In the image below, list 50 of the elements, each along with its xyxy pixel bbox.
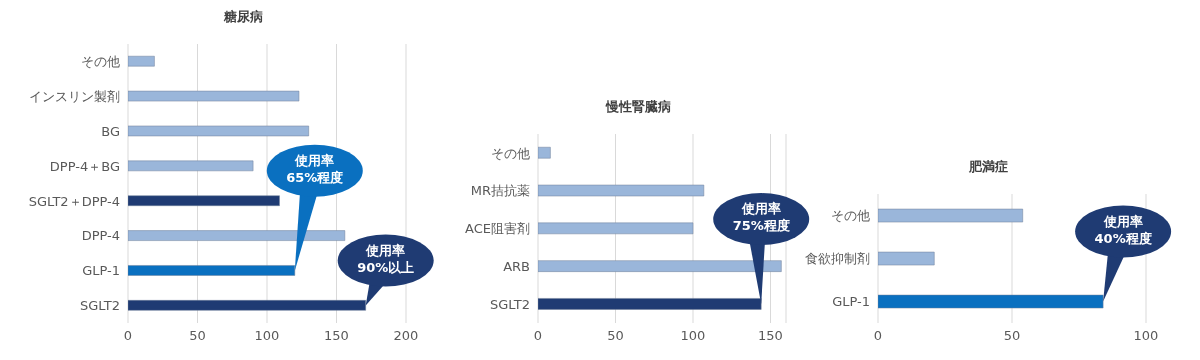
bar (538, 298, 762, 310)
x-tick-label: 100 (1133, 328, 1159, 344)
y-tick-label: その他 (491, 145, 530, 161)
y-tick-label: MR拮抗薬 (470, 183, 530, 199)
x-tick-label: 0 (533, 328, 543, 344)
x-tick-label: 50 (1003, 328, 1021, 344)
bar (878, 294, 1104, 309)
bar (128, 55, 155, 67)
x-tick-label: 200 (393, 328, 419, 344)
bar (878, 208, 1023, 223)
bar (538, 260, 782, 272)
chart-title: 糖尿病 (222, 8, 264, 26)
y-tick-label: DPP-4＋BG (49, 158, 120, 174)
x-tick-label: 150 (758, 328, 783, 344)
y-tick-label: SGLT2＋DPP-4 (28, 193, 120, 209)
y-tick-label: GLP-1 (82, 263, 120, 279)
y-tick-label: GLP-1 (832, 294, 870, 310)
bar (538, 146, 551, 159)
x-tick-label: 100 (254, 328, 280, 344)
bar (128, 230, 346, 241)
y-tick-label: その他 (831, 208, 870, 224)
bar (128, 160, 254, 172)
y-tick-label: ARB (503, 258, 530, 274)
x-tick-label: 50 (189, 328, 206, 344)
bar (538, 222, 694, 235)
y-tick-label: SGLT2 (490, 296, 530, 312)
bar (128, 125, 309, 137)
annotation: 使用率 40%程度 (1094, 213, 1152, 246)
y-tick-label: SGLT2 (80, 298, 120, 314)
y-tick-label: DPP-4 (81, 228, 120, 244)
y-tick-label: BG (101, 123, 120, 139)
y-tick-label: その他 (81, 54, 120, 70)
y-tick-label: 食欲抑制剤 (805, 251, 870, 267)
x-tick-label: 0 (123, 328, 133, 344)
annotation: 使用率 75%程度 (732, 201, 790, 234)
x-tick-label: 50 (607, 328, 624, 344)
y-tick-label: ACE阻害剤 (465, 221, 530, 237)
x-tick-label: 100 (680, 328, 706, 344)
x-tick-label: 150 (324, 328, 349, 344)
bar (128, 265, 296, 276)
bar (128, 90, 300, 102)
x-tick-label: 0 (873, 328, 883, 344)
chart-title: 肥満症 (967, 158, 1009, 176)
bar (538, 184, 705, 197)
bar (128, 195, 280, 206)
annotation: 使用率 65%程度 (286, 152, 344, 185)
bar (878, 251, 935, 266)
y-tick-label: インスリン製剤 (29, 88, 120, 104)
annotation: 使用率 90%以上 (357, 242, 415, 275)
chart-title: 慢性腎臓病 (604, 98, 672, 116)
